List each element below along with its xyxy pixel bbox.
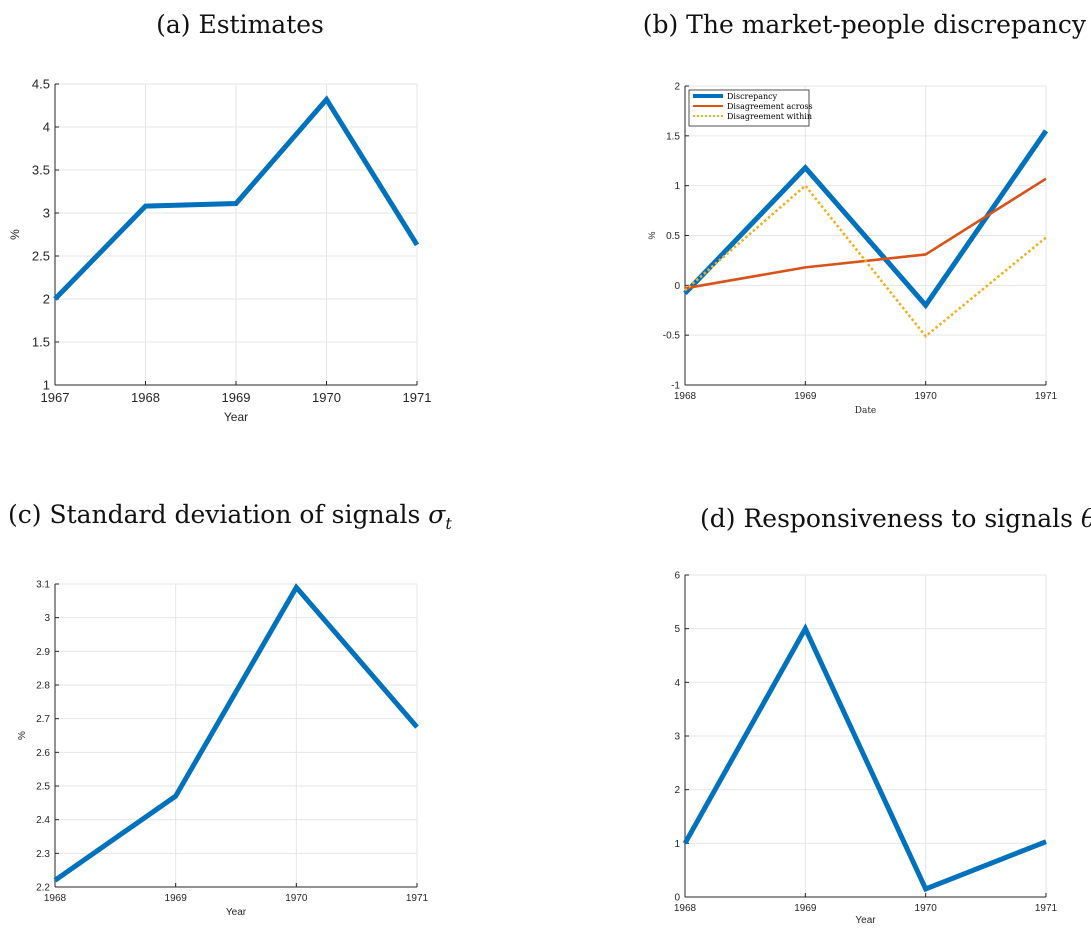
y-tick-label: 2.6 (36, 748, 50, 759)
y-tick-label: 0 (674, 893, 680, 904)
x-tick-label: 1968 (44, 893, 67, 904)
y-tick-label: 4.5 (32, 77, 50, 92)
x-tick-label: 1970 (915, 391, 938, 402)
y-tick-label: 1.5 (666, 131, 680, 142)
x-tick-label: 1970 (285, 893, 308, 904)
y-tick-label: 2.3 (36, 849, 50, 860)
panel-c-title-symbol: σ (428, 500, 446, 529)
series-line-c-0 (53, 583, 419, 883)
x-tick-label: 1969 (794, 391, 817, 402)
y-tick-label: 4 (674, 678, 680, 689)
y-tick-label: 1 (43, 378, 50, 393)
x-tick-label: 1971 (1035, 391, 1058, 402)
series-line-d-0 (682, 623, 1047, 893)
x-tick-label: 1970 (915, 903, 938, 914)
x-axis-label: Year (224, 410, 248, 424)
panel-b-title: (b) The market-people discrepancy (626, 10, 1086, 39)
panel-a-title: (a) Estimates (0, 10, 490, 39)
y-tick-label: 3.5 (32, 163, 50, 178)
y-tick-label: 6 (674, 571, 680, 582)
x-tick-label: 1969 (222, 390, 251, 405)
x-axis-label: Date (855, 406, 877, 416)
y-tick-label: 5 (674, 624, 680, 635)
panel-d-title-symbol: θ (1081, 504, 1091, 533)
y-tick-label: 2 (43, 292, 50, 307)
panel-d-title: (d) Responsiveness to signals θt (700, 504, 1091, 537)
series-line-b-2 (684, 183, 1047, 339)
y-axis-label: % (647, 231, 657, 239)
y-tick-label: 3.1 (36, 580, 50, 591)
panel-c-title-text: (c) Standard deviation of signals (8, 500, 421, 529)
y-tick-label: 2.7 (36, 714, 50, 725)
y-tick-label: 2.8 (36, 681, 50, 692)
x-tick-label: 1971 (406, 893, 429, 904)
y-tick-label: 2 (674, 82, 680, 93)
panel-a: (a) Estimates 1967 1968 1969 1970 1971 1 1.5 2 2… (0, 0, 500, 440)
panel-c-title-subscript: t (445, 514, 452, 533)
y-tick-label: 4 (43, 120, 50, 135)
y-tick-label: 2.5 (32, 249, 50, 264)
x-tick-label: 1968 (131, 390, 160, 405)
panel-b: (b) The market-people discrepancy 1968 19… (0, 0, 1091, 440)
series-line-a-0 (53, 95, 420, 301)
panel-c-title: (c) Standard deviation of signals σt (8, 500, 468, 533)
y-tick-label: 1 (674, 181, 680, 192)
panel-b-title-text: (b) The market-people discrepancy (642, 10, 1086, 39)
panel-c: (c) Standard deviation of signals σt 196… (0, 0, 500, 930)
x-tick-label: 1970 (312, 390, 341, 405)
y-tick-label: 2 (674, 785, 680, 796)
x-tick-label: 1971 (403, 390, 432, 405)
legend-entry: Discrepancy (727, 92, 778, 101)
y-tick-label: 3 (674, 732, 680, 743)
x-tick-label: 1971 (1035, 903, 1058, 914)
y-tick-label: 2.2 (36, 883, 50, 894)
y-tick-label: 1 (674, 839, 680, 850)
y-tick-label: 1.5 (32, 335, 50, 350)
chart-b: 1968 1969 1970 1971 -1 -0.5 0 0.5 1 1.5 2 Date% Disc… (647, 82, 1058, 417)
grid-c (54, 583, 418, 888)
grid-a (54, 83, 418, 386)
y-tick-label: 0.5 (666, 231, 680, 242)
chart-c: 1968 1969 1970 1971 2.2 2.3 2.4 2.5 2.6 2.7 2.8 2.9… (17, 580, 429, 919)
panel-d-title-text: (d) Responsiveness to signals (700, 504, 1074, 533)
y-tick-label: 0 (674, 281, 680, 292)
y-tick-label: 2.5 (36, 782, 50, 793)
y-tick-label: 2.9 (36, 647, 50, 658)
x-axis-label: Year (855, 915, 876, 926)
grid-d (684, 574, 1047, 898)
y-tick-label: 3 (43, 206, 50, 221)
x-tick-label: 1968 (674, 903, 697, 914)
y-tick-label: -1 (671, 381, 680, 392)
x-tick-label: 1969 (794, 903, 817, 914)
y-tick-label: 3 (44, 613, 50, 624)
x-axis-label: Year (226, 907, 247, 918)
y-tick-label: -0.5 (663, 331, 681, 342)
y-axis-label: % (17, 731, 28, 740)
x-tick-label: 1968 (674, 391, 697, 402)
x-tick-label: 1967 (41, 390, 70, 405)
panel-a-title-text: (a) Estimates (156, 10, 324, 39)
y-tick-label: 2.4 (36, 815, 50, 826)
x-tick-label: 1969 (165, 893, 188, 904)
legend-entry: Disagreement within (727, 112, 812, 121)
legend-entry: Disagreement across (727, 102, 813, 111)
y-axis-label: % (8, 229, 22, 240)
chart-a: 1967 1968 1969 1970 1971 1 1.5 2 2.5 3 3.5 4 4.5 Year… (8, 77, 432, 424)
